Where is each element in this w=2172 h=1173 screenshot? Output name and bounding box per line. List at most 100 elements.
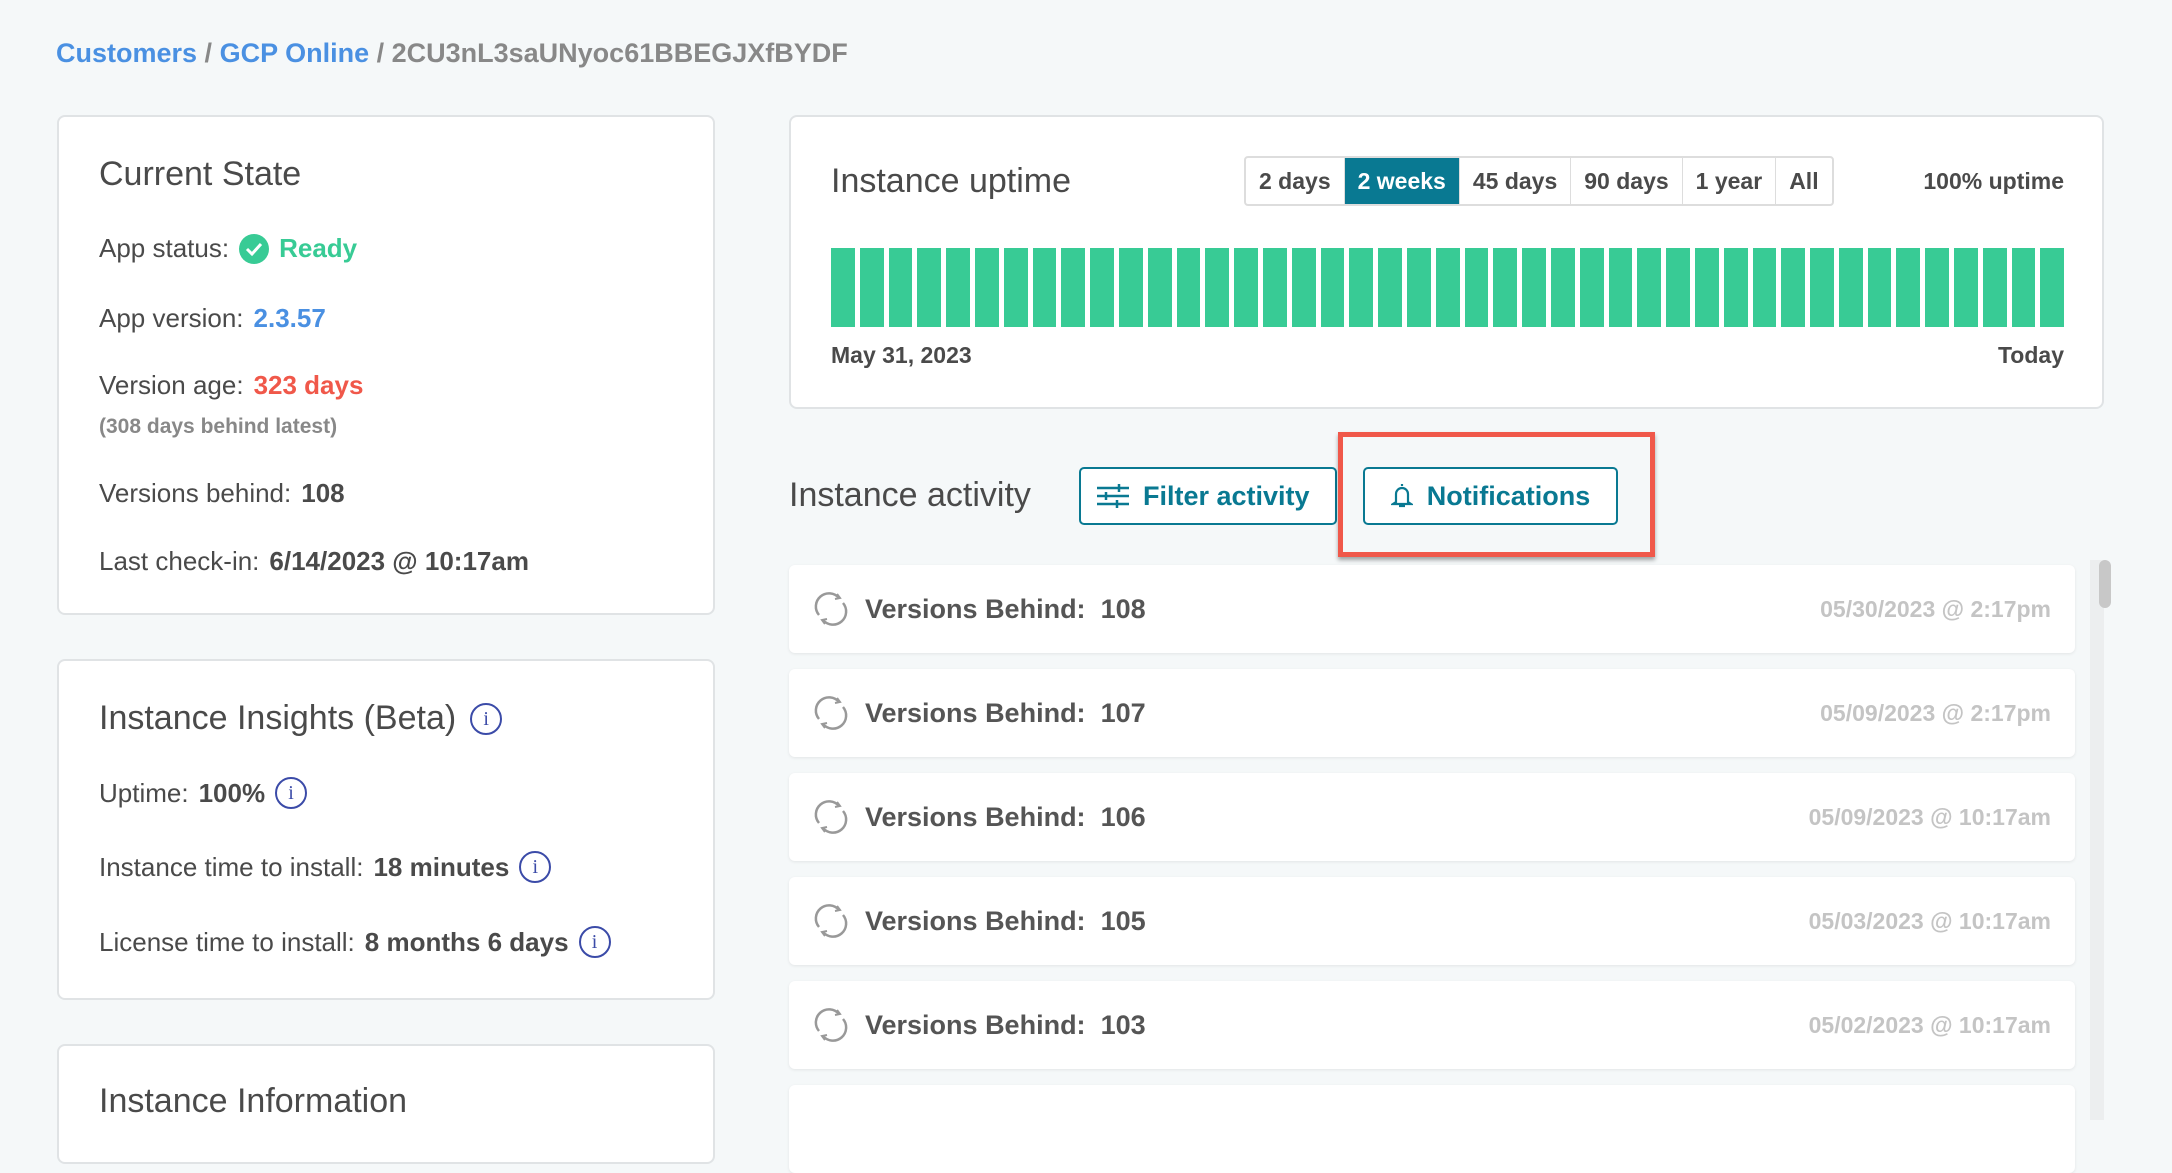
range-45-days[interactable]: 45 days (1460, 158, 1572, 204)
activity-item[interactable] (789, 1085, 2075, 1173)
refresh-icon (814, 696, 848, 730)
label: License time to install: (99, 926, 355, 957)
refresh-icon (814, 800, 848, 834)
uptime-bar[interactable] (2011, 248, 2036, 327)
uptime-bar[interactable] (1867, 248, 1892, 327)
activity-label: Versions Behind: 106 (865, 801, 1146, 832)
uptime-bar[interactable] (859, 248, 884, 327)
uptime-bar[interactable] (1349, 248, 1374, 327)
uptime-bar[interactable] (1694, 248, 1719, 327)
license-time: 8 months 6 days (364, 926, 569, 957)
notifications-button[interactable]: Notifications (1363, 467, 1618, 525)
breadcrumb-current: 2CU3nL3saUNyoc61BBEGJXfBYDF (391, 38, 848, 68)
uptime-bar[interactable] (1637, 248, 1662, 327)
uptime-bar[interactable] (1205, 248, 1230, 327)
info-icon[interactable]: i (470, 702, 503, 735)
range-2-days[interactable]: 2 days (1246, 158, 1345, 204)
uptime-bar[interactable] (1666, 248, 1690, 327)
uptime-bar[interactable] (946, 248, 970, 327)
uptime-bar[interactable] (1896, 248, 1921, 327)
version-age: 323 days (253, 370, 364, 400)
label: Uptime: (99, 777, 189, 808)
info-icon[interactable]: i (519, 851, 552, 883)
range-selector: 2 days 2 weeks 45 days 90 days 1 year All (1244, 156, 1834, 206)
card-title: Current State (99, 155, 302, 193)
bell-icon (1390, 484, 1413, 508)
uptime-bar[interactable] (831, 248, 855, 327)
uptime-bar[interactable] (1954, 248, 1978, 327)
activity-item[interactable]: Versions Behind: 106 05/09/2023 @ 10:17am (789, 773, 2075, 861)
activity-time: 05/03/2023 @ 10:17am (1808, 907, 2051, 934)
breadcrumb-customers[interactable]: Customers (56, 38, 198, 68)
breadcrumb: Customers / GCP Online / 2CU3nL3saUNyoc6… (56, 38, 848, 68)
label: Versions behind: (99, 478, 292, 508)
activity-time: 05/30/2023 @ 2:17pm (1820, 595, 2051, 622)
uptime-bars (831, 248, 2065, 327)
range-1-year[interactable]: 1 year (1683, 158, 1777, 204)
activity-item[interactable]: Versions Behind: 103 05/02/2023 @ 10:17am (789, 981, 2075, 1069)
info-icon[interactable]: i (578, 926, 611, 958)
uptime-bar[interactable] (1176, 248, 1201, 327)
uptime-bar[interactable] (1522, 248, 1546, 327)
range-2-weeks[interactable]: 2 weeks (1344, 158, 1460, 204)
uptime-bar[interactable] (1147, 248, 1172, 327)
activity-time: 05/09/2023 @ 2:17pm (1820, 699, 2051, 726)
uptime-bar[interactable] (1090, 248, 1114, 327)
filter-activity-button[interactable]: Filter activity (1079, 467, 1337, 525)
uptime-bar[interactable] (1925, 248, 1950, 327)
uptime-bar[interactable] (1378, 248, 1402, 327)
uptime-bar[interactable] (1406, 248, 1431, 327)
uptime-bar[interactable] (1838, 248, 1863, 327)
uptime-bar[interactable] (1320, 248, 1345, 327)
info-icon[interactable]: i (275, 777, 308, 809)
uptime-bar[interactable] (974, 248, 999, 327)
uptime-bar[interactable] (1032, 248, 1057, 327)
uptime-bar[interactable] (1579, 248, 1604, 327)
uptime-bar[interactable] (1435, 248, 1460, 327)
insights-card: Instance Insights (Beta) i Uptime: 100% i I… (57, 659, 715, 1000)
activity-item[interactable]: Versions Behind: 107 05/09/2023 @ 2:17pm (789, 669, 2075, 757)
instance-info-card: Instance Information (57, 1044, 715, 1164)
uptime-bar[interactable] (1118, 248, 1143, 327)
uptime-bar[interactable] (1810, 248, 1834, 327)
uptime-bar[interactable] (1464, 248, 1489, 327)
uptime-bar[interactable] (1723, 248, 1748, 327)
uptime-bar[interactable] (1003, 248, 1028, 327)
range-All[interactable]: All (1789, 168, 1819, 194)
label: Instance time to install: (99, 851, 364, 882)
uptime-bar[interactable] (1291, 248, 1316, 327)
uptime-bar[interactable] (1493, 248, 1518, 327)
install-time: 18 minutes (373, 851, 510, 882)
activity-title: Instance activity (789, 476, 1031, 514)
activity-label: Versions Behind: 103 (865, 1009, 1146, 1040)
scrollbar-track[interactable] (2090, 560, 2104, 1120)
scrollbar-thumb[interactable] (2099, 560, 2111, 608)
uptime-end-label: Today (1997, 342, 2064, 368)
refresh-icon (814, 904, 848, 938)
uptime-controls: 2 days 2 weeks 45 days 90 days 1 year All 100… (1244, 156, 2064, 206)
uptime-summary: 100% uptime (1923, 167, 2064, 194)
refresh-icon (814, 592, 848, 626)
uptime-bar[interactable] (1234, 248, 1258, 327)
uptime-bar[interactable] (2040, 248, 2065, 327)
range-90-days[interactable]: 90 days (1571, 158, 1683, 204)
activity-item[interactable]: Versions Behind: 108 05/30/2023 @ 2:17pm (789, 565, 2075, 653)
app-version[interactable]: 2.3.57 (253, 303, 326, 333)
activity-label: Versions Behind: 108 (865, 593, 1146, 624)
uptime-bar[interactable] (1608, 248, 1633, 327)
activity-label: Versions Behind: 105 (865, 905, 1146, 936)
label: Last check-in: (99, 546, 260, 576)
uptime-bar[interactable] (1781, 248, 1806, 327)
activity-label: Versions Behind: 107 (865, 697, 1146, 728)
activity-time: 05/02/2023 @ 10:17am (1808, 1011, 2051, 1038)
uptime-bar[interactable] (1262, 248, 1287, 327)
uptime-bar[interactable] (1752, 248, 1777, 327)
breadcrumb-gcp-online[interactable]: GCP Online (219, 38, 370, 68)
uptime-bar[interactable] (1982, 248, 2007, 327)
uptime-bar[interactable] (1550, 248, 1575, 327)
app-status: Ready (279, 233, 358, 263)
uptime-bar[interactable] (917, 248, 942, 327)
uptime-bar[interactable] (1061, 248, 1086, 327)
uptime-bar[interactable] (888, 248, 913, 327)
activity-item[interactable]: Versions Behind: 105 05/03/2023 @ 10:17am (789, 877, 2075, 965)
